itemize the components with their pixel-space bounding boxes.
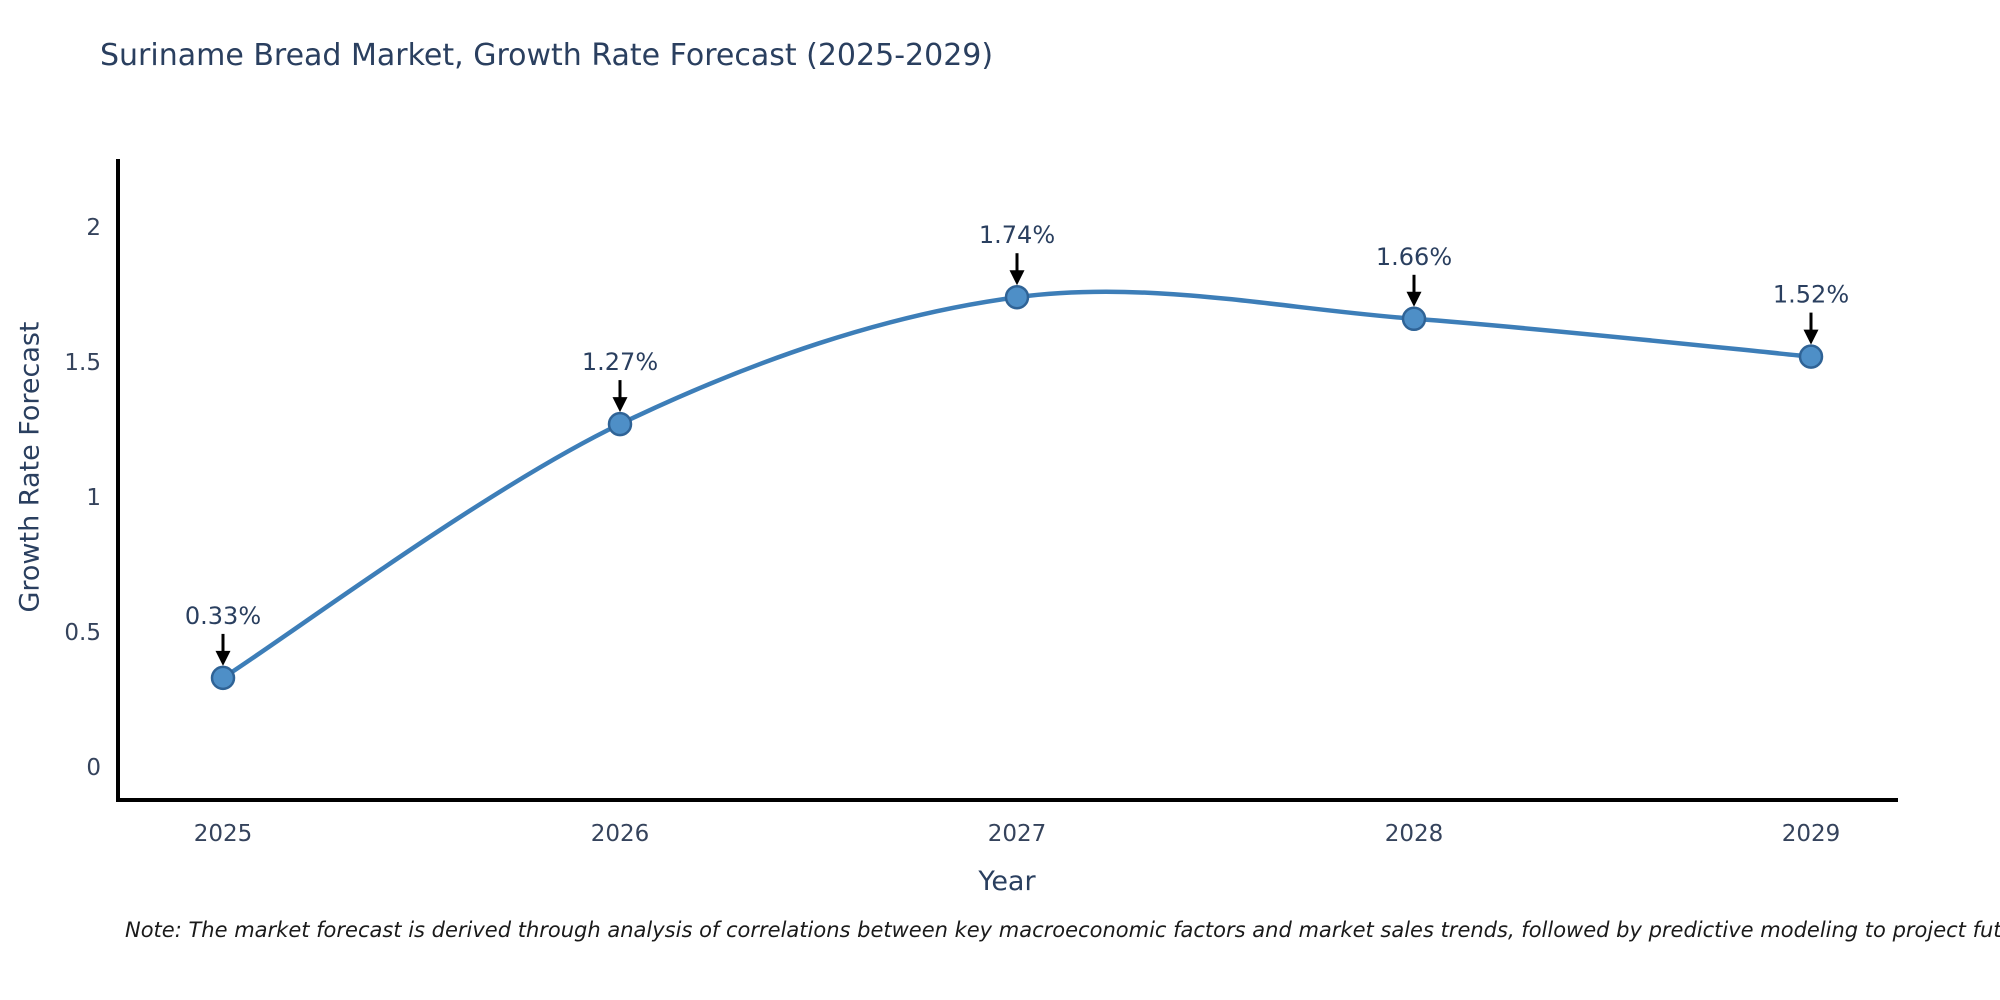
annotation-arrow-head xyxy=(1803,329,1819,345)
y-axis-title: Growth Rate Forecast xyxy=(14,321,46,613)
y-tick-label: 2 xyxy=(86,215,101,241)
x-tick-label: 2029 xyxy=(1782,821,1841,847)
y-tick-label: 1.5 xyxy=(64,350,101,376)
data-point-2029 xyxy=(1798,344,1824,369)
point-value-label: 1.52% xyxy=(1773,281,1849,309)
point-value-label: 1.74% xyxy=(979,221,1055,249)
data-point-2025 xyxy=(210,665,236,691)
annotation-arrow-head xyxy=(215,650,231,666)
x-tick-label: 2027 xyxy=(988,821,1047,847)
trend-line xyxy=(220,289,1814,681)
x-tick-label: 2025 xyxy=(194,821,253,847)
x-tick-label: 2028 xyxy=(1385,821,1444,847)
data-point-2026 xyxy=(607,411,633,437)
point-value-label: 0.33% xyxy=(185,602,261,630)
y-tick-label: 1 xyxy=(86,485,101,511)
annotation-arrow-head xyxy=(612,397,628,413)
annotation-arrow-head xyxy=(1009,270,1025,286)
point-value-label: 1.66% xyxy=(1376,243,1452,271)
data-point-2027 xyxy=(1004,284,1030,310)
chart-title: Suriname Bread Market, Growth Rate Forec… xyxy=(100,38,994,73)
data-point-2028 xyxy=(1401,306,1427,332)
annotation-arrow-head xyxy=(1406,291,1422,307)
footnote: Note: The market forecast is derived thr… xyxy=(125,918,2000,942)
y-tick-label: 0 xyxy=(86,755,101,781)
point-value-label: 1.27% xyxy=(582,348,658,376)
x-axis-title: Year xyxy=(978,866,1036,897)
x-tick-label: 2026 xyxy=(591,821,650,847)
y-tick-label: 0.5 xyxy=(64,620,101,646)
